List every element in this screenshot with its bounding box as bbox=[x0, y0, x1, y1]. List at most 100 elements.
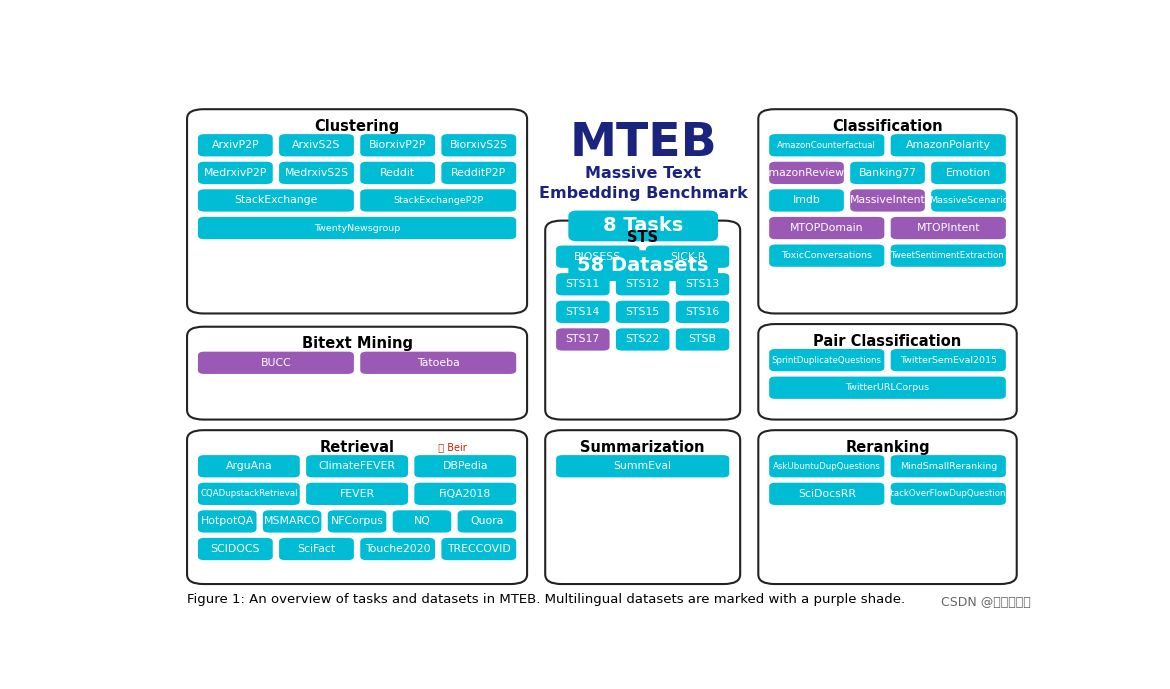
Text: StackExchange: StackExchange bbox=[234, 196, 317, 205]
FancyBboxPatch shape bbox=[360, 538, 435, 560]
Text: ArguAna: ArguAna bbox=[226, 461, 273, 471]
FancyBboxPatch shape bbox=[615, 273, 669, 296]
Text: Bitext Mining: Bitext Mining bbox=[302, 336, 413, 351]
Text: AskUbuntuDupQuestions: AskUbuntuDupQuestions bbox=[773, 462, 881, 471]
Text: STS14: STS14 bbox=[566, 307, 600, 317]
FancyBboxPatch shape bbox=[441, 162, 516, 184]
FancyBboxPatch shape bbox=[758, 109, 1017, 313]
Text: MindSmallReranking: MindSmallReranking bbox=[900, 462, 997, 471]
FancyBboxPatch shape bbox=[569, 211, 718, 241]
FancyBboxPatch shape bbox=[307, 455, 408, 477]
Text: STS16: STS16 bbox=[686, 307, 720, 317]
FancyBboxPatch shape bbox=[851, 189, 924, 212]
Text: Tatoeba: Tatoeba bbox=[417, 358, 460, 368]
FancyBboxPatch shape bbox=[890, 349, 1006, 371]
FancyBboxPatch shape bbox=[457, 511, 516, 533]
Text: MedrxivS2S: MedrxivS2S bbox=[284, 168, 349, 178]
Text: STS12: STS12 bbox=[626, 279, 660, 289]
FancyBboxPatch shape bbox=[769, 189, 844, 212]
Text: ArxivS2S: ArxivS2S bbox=[292, 141, 340, 150]
Text: CQADupstackRetrieval: CQADupstackRetrieval bbox=[200, 489, 297, 498]
FancyBboxPatch shape bbox=[393, 511, 452, 533]
FancyBboxPatch shape bbox=[280, 162, 353, 184]
Text: Clustering: Clustering bbox=[315, 119, 400, 134]
FancyBboxPatch shape bbox=[931, 189, 1006, 212]
FancyBboxPatch shape bbox=[263, 511, 322, 533]
Text: STS22: STS22 bbox=[626, 334, 660, 344]
Text: ArxivP2P: ArxivP2P bbox=[212, 141, 259, 150]
Text: STSB: STSB bbox=[688, 334, 716, 344]
Text: 8 Tasks: 8 Tasks bbox=[603, 216, 683, 236]
Text: TweetSentimentExtraction: TweetSentimentExtraction bbox=[892, 251, 1005, 260]
FancyBboxPatch shape bbox=[769, 349, 885, 371]
FancyBboxPatch shape bbox=[890, 245, 1006, 267]
FancyBboxPatch shape bbox=[769, 217, 885, 239]
FancyBboxPatch shape bbox=[198, 455, 300, 477]
Text: MTOPDomain: MTOPDomain bbox=[790, 223, 863, 233]
Text: NFCorpus: NFCorpus bbox=[331, 517, 384, 526]
Text: BUCC: BUCC bbox=[261, 358, 291, 368]
FancyBboxPatch shape bbox=[280, 134, 353, 156]
FancyBboxPatch shape bbox=[187, 327, 527, 420]
FancyBboxPatch shape bbox=[769, 377, 1006, 399]
Text: Massive Text
Embedding Benchmark: Massive Text Embedding Benchmark bbox=[538, 166, 748, 201]
Text: BiorxivP2P: BiorxivP2P bbox=[369, 141, 426, 150]
Text: STS15: STS15 bbox=[626, 307, 660, 317]
FancyBboxPatch shape bbox=[758, 430, 1017, 584]
FancyBboxPatch shape bbox=[198, 351, 353, 374]
FancyBboxPatch shape bbox=[360, 351, 516, 374]
FancyBboxPatch shape bbox=[198, 189, 353, 212]
Text: Classification: Classification bbox=[832, 119, 943, 134]
FancyBboxPatch shape bbox=[307, 483, 408, 505]
FancyBboxPatch shape bbox=[931, 162, 1006, 184]
Text: ClimateFEVER: ClimateFEVER bbox=[318, 461, 395, 471]
Text: FEVER: FEVER bbox=[339, 489, 374, 499]
Text: MedrxivP2P: MedrxivP2P bbox=[204, 168, 267, 178]
Text: Figure 1: An overview of tasks and datasets in MTEB. Multilingual datasets are m: Figure 1: An overview of tasks and datas… bbox=[187, 593, 906, 606]
Text: AmazonCounterfactual: AmazonCounterfactual bbox=[777, 141, 876, 150]
Text: MSMARCO: MSMARCO bbox=[263, 517, 321, 526]
Text: STS: STS bbox=[627, 230, 659, 245]
FancyBboxPatch shape bbox=[556, 300, 610, 323]
FancyBboxPatch shape bbox=[615, 329, 669, 351]
Text: SciDocsRR: SciDocsRR bbox=[798, 489, 855, 499]
Text: ToxicConversations: ToxicConversations bbox=[782, 251, 873, 260]
FancyBboxPatch shape bbox=[360, 189, 516, 212]
Text: BiorxivS2S: BiorxivS2S bbox=[449, 141, 508, 150]
FancyBboxPatch shape bbox=[769, 455, 885, 477]
FancyBboxPatch shape bbox=[890, 134, 1006, 156]
Text: SprintDuplicateQuestions: SprintDuplicateQuestions bbox=[772, 356, 882, 364]
Text: Summarization: Summarization bbox=[580, 440, 706, 455]
Text: STS17: STS17 bbox=[566, 334, 600, 344]
Text: FiQA2018: FiQA2018 bbox=[439, 489, 491, 499]
FancyBboxPatch shape bbox=[646, 245, 729, 268]
Text: MTEB: MTEB bbox=[570, 121, 717, 166]
Text: STS13: STS13 bbox=[686, 279, 720, 289]
Text: DBPedia: DBPedia bbox=[442, 461, 488, 471]
Text: TwentyNewsgroup: TwentyNewsgroup bbox=[314, 223, 400, 233]
Text: MassiveScenario: MassiveScenario bbox=[929, 196, 1009, 205]
Text: AmazonPolarity: AmazonPolarity bbox=[906, 141, 991, 150]
FancyBboxPatch shape bbox=[360, 134, 435, 156]
Text: TwitterSemEval2015: TwitterSemEval2015 bbox=[900, 356, 997, 364]
FancyBboxPatch shape bbox=[615, 300, 669, 323]
Text: Emotion: Emotion bbox=[947, 168, 991, 178]
Text: STS11: STS11 bbox=[566, 279, 600, 289]
Text: SummEval: SummEval bbox=[614, 461, 672, 471]
Text: NQ: NQ bbox=[413, 517, 431, 526]
FancyBboxPatch shape bbox=[676, 329, 729, 351]
Text: SciFact: SciFact bbox=[297, 544, 336, 554]
FancyBboxPatch shape bbox=[360, 162, 435, 184]
FancyBboxPatch shape bbox=[187, 430, 527, 584]
FancyBboxPatch shape bbox=[556, 329, 610, 351]
Text: MassiveIntent: MassiveIntent bbox=[849, 196, 925, 205]
Text: HotpotQA: HotpotQA bbox=[200, 517, 254, 526]
FancyBboxPatch shape bbox=[414, 455, 516, 477]
FancyBboxPatch shape bbox=[890, 455, 1006, 477]
Text: Reddit: Reddit bbox=[380, 168, 415, 178]
FancyBboxPatch shape bbox=[280, 538, 353, 560]
FancyBboxPatch shape bbox=[198, 217, 516, 239]
FancyBboxPatch shape bbox=[769, 483, 885, 505]
Text: StackOverFlowDupQuestions: StackOverFlowDupQuestions bbox=[886, 489, 1011, 498]
Text: Touche2020: Touche2020 bbox=[365, 544, 431, 554]
